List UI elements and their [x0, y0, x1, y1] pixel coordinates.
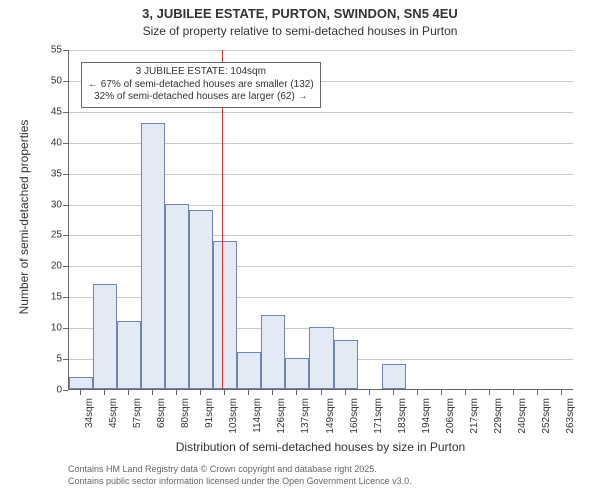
x-tick-mark	[248, 390, 249, 395]
x-tick-label: 103sqm	[228, 398, 239, 448]
x-tick-label: 171sqm	[373, 398, 384, 448]
y-tick-mark	[63, 143, 68, 144]
x-tick-mark	[489, 390, 490, 395]
footer-attribution: Contains HM Land Registry data © Crown c…	[68, 464, 412, 487]
x-tick-mark	[393, 390, 394, 395]
histogram-bar	[237, 352, 261, 389]
histogram-bar	[334, 340, 358, 389]
y-tick-label: 40	[36, 137, 62, 148]
histogram-bar	[117, 321, 141, 389]
chart-container: 3, JUBILEE ESTATE, PURTON, SWINDON, SN5 …	[0, 0, 600, 500]
x-tick-label: 183sqm	[397, 398, 408, 448]
x-tick-mark	[441, 390, 442, 395]
histogram-bar	[189, 210, 213, 389]
y-tick-label: 55	[36, 45, 62, 56]
y-tick-mark	[63, 235, 68, 236]
histogram-bar	[213, 241, 237, 389]
x-tick-mark	[200, 390, 201, 395]
x-tick-label: 45sqm	[108, 398, 119, 448]
y-tick-label: 15	[36, 292, 62, 303]
x-tick-label: 240sqm	[517, 398, 528, 448]
chart-title-sub: Size of property relative to semi-detach…	[0, 24, 600, 38]
footer-line-2: Contains public sector information licen…	[68, 476, 412, 488]
y-tick-mark	[63, 359, 68, 360]
x-tick-label: 114sqm	[252, 398, 263, 448]
x-tick-label: 149sqm	[325, 398, 336, 448]
x-tick-label: 57sqm	[132, 398, 143, 448]
x-tick-label: 34sqm	[84, 398, 95, 448]
x-tick-mark	[345, 390, 346, 395]
x-tick-mark	[369, 390, 370, 395]
x-tick-label: 263sqm	[565, 398, 576, 448]
x-tick-label: 252sqm	[541, 398, 552, 448]
x-tick-label: 206sqm	[445, 398, 456, 448]
y-tick-label: 10	[36, 323, 62, 334]
x-tick-label: 91sqm	[204, 398, 215, 448]
gridline	[69, 50, 573, 51]
x-tick-mark	[321, 390, 322, 395]
y-tick-mark	[63, 50, 68, 51]
histogram-bar	[261, 315, 285, 389]
y-tick-label: 50	[36, 75, 62, 86]
chart-title-main: 3, JUBILEE ESTATE, PURTON, SWINDON, SN5 …	[0, 6, 600, 21]
plot-area: 3 JUBILEE ESTATE: 104sqm← 67% of semi-de…	[68, 50, 573, 390]
x-tick-mark	[296, 390, 297, 395]
histogram-bar	[285, 358, 309, 389]
y-tick-label: 5	[36, 354, 62, 365]
annotation-box: 3 JUBILEE ESTATE: 104sqm← 67% of semi-de…	[81, 62, 321, 108]
y-tick-label: 45	[36, 106, 62, 117]
histogram-bar	[69, 377, 93, 389]
x-tick-label: 126sqm	[276, 398, 287, 448]
x-tick-mark	[272, 390, 273, 395]
y-tick-label: 25	[36, 230, 62, 241]
x-tick-mark	[176, 390, 177, 395]
y-tick-mark	[63, 297, 68, 298]
y-tick-label: 0	[36, 385, 62, 396]
y-tick-label: 30	[36, 199, 62, 210]
x-tick-mark	[537, 390, 538, 395]
y-axis-label: Number of semi-detached properties	[17, 107, 31, 327]
x-tick-mark	[465, 390, 466, 395]
x-tick-mark	[152, 390, 153, 395]
annotation-line: ← 67% of semi-detached houses are smalle…	[88, 79, 314, 92]
histogram-bar	[141, 123, 165, 389]
y-tick-label: 20	[36, 261, 62, 272]
x-tick-label: 80sqm	[180, 398, 191, 448]
annotation-line: 32% of semi-detached houses are larger (…	[88, 91, 314, 104]
y-tick-label: 35	[36, 168, 62, 179]
y-tick-mark	[63, 205, 68, 206]
x-tick-label: 229sqm	[493, 398, 504, 448]
x-tick-mark	[417, 390, 418, 395]
y-tick-mark	[63, 81, 68, 82]
x-tick-mark	[104, 390, 105, 395]
annotation-line: 3 JUBILEE ESTATE: 104sqm	[88, 66, 314, 79]
x-tick-label: 194sqm	[421, 398, 432, 448]
histogram-bar	[382, 364, 406, 389]
gridline	[69, 112, 573, 113]
histogram-bar	[165, 204, 189, 389]
x-tick-mark	[561, 390, 562, 395]
x-tick-label: 217sqm	[469, 398, 480, 448]
y-tick-mark	[63, 328, 68, 329]
y-tick-mark	[63, 266, 68, 267]
x-tick-mark	[513, 390, 514, 395]
x-tick-mark	[128, 390, 129, 395]
y-tick-mark	[63, 390, 68, 391]
x-tick-mark	[80, 390, 81, 395]
histogram-bar	[309, 327, 333, 389]
x-tick-label: 137sqm	[300, 398, 311, 448]
footer-line-1: Contains HM Land Registry data © Crown c…	[68, 464, 412, 476]
y-tick-mark	[63, 174, 68, 175]
y-tick-mark	[63, 112, 68, 113]
x-tick-label: 160sqm	[349, 398, 360, 448]
histogram-bar	[93, 284, 117, 389]
x-tick-label: 68sqm	[156, 398, 167, 448]
x-tick-mark	[224, 390, 225, 395]
